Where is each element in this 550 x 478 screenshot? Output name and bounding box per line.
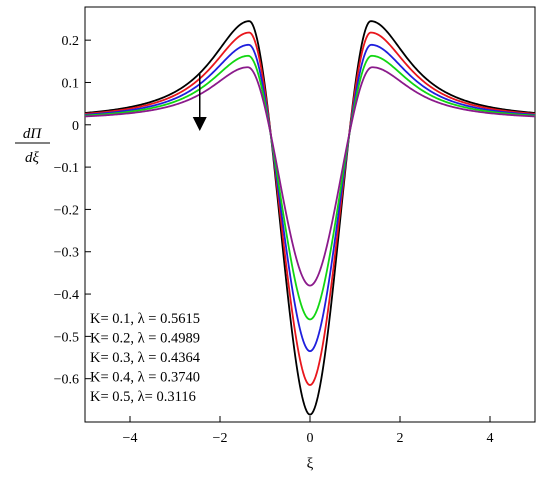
data-curves bbox=[84, 20, 536, 416]
y-tick-label: 0.1 bbox=[62, 76, 80, 91]
series-line-1 bbox=[84, 20, 536, 416]
series-line-5 bbox=[84, 66, 536, 287]
x-tick-label: 4 bbox=[487, 431, 494, 446]
legend: K= 0.1, λ = 0.5615 K= 0.2, λ = 0.4989 K= 0… bbox=[90, 311, 201, 405]
x-axis-label: ξ bbox=[307, 456, 314, 472]
trend-arrow bbox=[192, 74, 207, 132]
y-tick-label: −0.4 bbox=[54, 288, 79, 303]
arrow-head bbox=[192, 117, 207, 132]
legend-entry: K= 0.3, λ = 0.4364 bbox=[90, 350, 201, 366]
legend-entry: K= 0.4, λ = 0.3740 bbox=[90, 370, 200, 386]
x-tick-label: 2 bbox=[397, 431, 404, 446]
y-tick-label: 0.2 bbox=[62, 34, 80, 49]
legend-entry: K= 0.2, λ = 0.4989 bbox=[90, 331, 200, 347]
series-line-3 bbox=[84, 43, 536, 353]
y-tick-label: −0.5 bbox=[54, 330, 79, 345]
axis-ticks: −4 −2 0 2 4 0.2 0.1 0 −0.1 −0.2 −0.3 −0.4 −0.5 −0.6 bbox=[54, 34, 494, 446]
y-tick-label: 0 bbox=[72, 119, 79, 134]
y-axis-label-denominator: dξ bbox=[25, 150, 40, 166]
series-line-2 bbox=[84, 31, 536, 386]
x-tick-label: 0 bbox=[307, 431, 314, 446]
y-tick-label: −0.1 bbox=[54, 161, 79, 176]
y-tick-label: −0.6 bbox=[54, 373, 79, 388]
y-axis-label-numerator: dΠ bbox=[23, 126, 43, 142]
x-tick-label: −2 bbox=[213, 431, 228, 446]
x-tick-label: −4 bbox=[123, 431, 138, 446]
y-tick-label: −0.3 bbox=[54, 246, 79, 261]
legend-entry: K= 0.5, λ= 0.3116 bbox=[90, 389, 196, 405]
legend-entry: K= 0.1, λ = 0.5615 bbox=[90, 311, 200, 327]
series-line-4 bbox=[84, 54, 536, 321]
y-tick-label: −0.2 bbox=[54, 203, 79, 218]
